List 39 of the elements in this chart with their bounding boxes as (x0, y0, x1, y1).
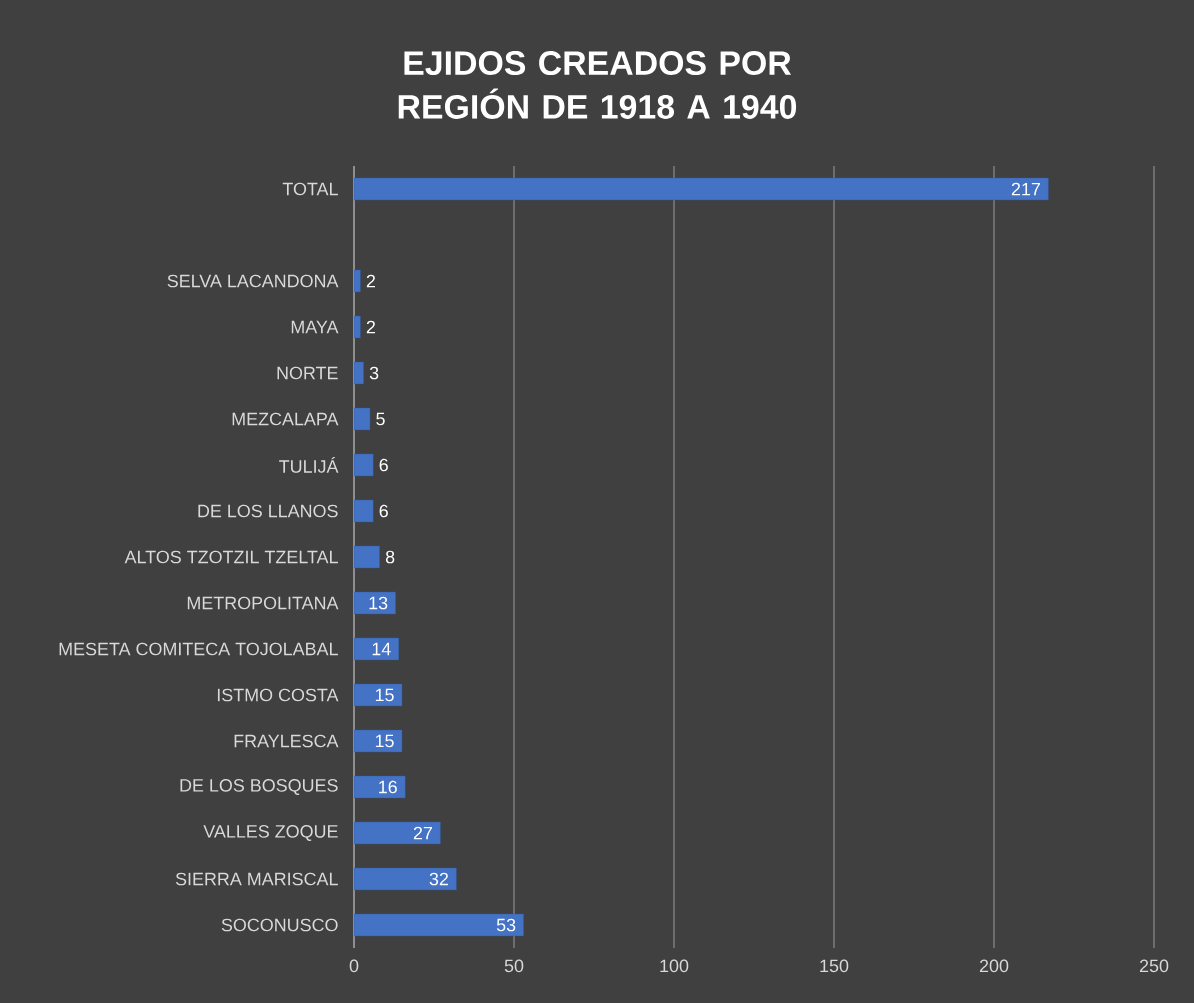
data-label: 53 (496, 918, 516, 932)
y-tick-label: ISTMO COSTA (217, 688, 339, 702)
data-label: 6 (379, 504, 388, 518)
y-tick-label: NORTE (277, 366, 338, 380)
data-label: 32 (429, 872, 448, 886)
y-tick-label: DE LOS LLANOS (198, 504, 338, 518)
x-tick-label: 50 (504, 959, 524, 973)
y-tick-label: MAYA (291, 320, 339, 334)
chart-title: EJIDOS CREADOS POR REGIÓN DE 1918 A 1940 (398, 51, 797, 119)
y-tick-label: SOCONUSCO (221, 918, 338, 932)
x-tick-label: 150 (820, 959, 849, 973)
data-label: 217 (1011, 182, 1040, 196)
x-tick-label: 200 (979, 959, 1009, 973)
y-tick-label: VALLES ZOQUE (203, 825, 338, 841)
y-tick-label: MEZCALAPA (232, 412, 339, 426)
data-label: 3 (369, 366, 379, 380)
data-label: 8 (385, 550, 395, 564)
y-tick-label: ALTOS TZOTZIL TZELTAL (124, 550, 338, 564)
y-tick-label: SELVA LACANDONA (167, 274, 339, 288)
x-tick-label: 250 (1139, 959, 1169, 973)
y-tick-label: METROPOLITANA (187, 596, 339, 610)
data-label: 2 (366, 320, 376, 334)
y-tick-label: SIERRA MARISCAL (175, 872, 338, 886)
y-tick-label: DE LOS BOSQUES (180, 779, 338, 795)
data-label: 2 (366, 274, 376, 288)
data-label: 13 (369, 596, 388, 610)
x-tick-label: 0 (349, 959, 359, 973)
data-label: 15 (375, 734, 394, 748)
data-label: 5 (376, 412, 385, 426)
y-tick-label: MESETA COMITECA TOJOLABAL (59, 642, 338, 656)
y-tick-label: TULIJÁ (279, 457, 339, 473)
data-label: 6 (379, 458, 388, 472)
x-tick-label: 100 (660, 959, 689, 973)
y-tick-label: FRAYLESCA (234, 734, 339, 748)
data-label: 14 (372, 642, 391, 656)
data-label: 27 (413, 826, 432, 840)
data-label: 15 (375, 688, 394, 702)
y-tick-label: TOTAL (282, 182, 338, 196)
data-label: 16 (379, 780, 397, 794)
